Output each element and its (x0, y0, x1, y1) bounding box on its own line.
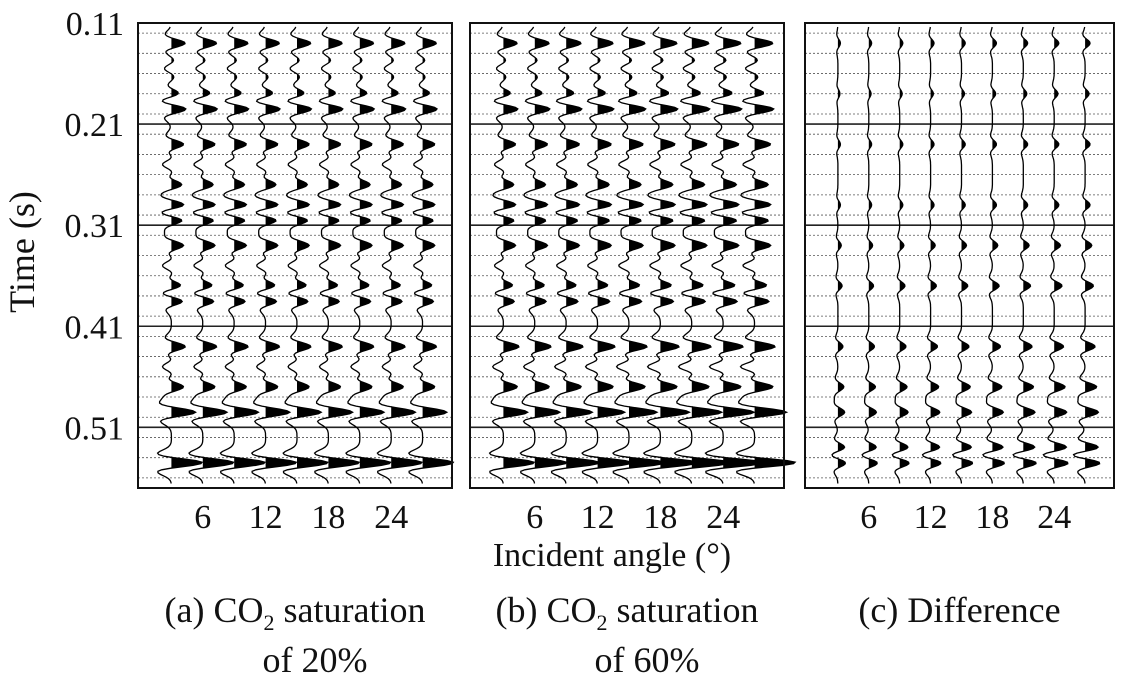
seismic-trace (982, 26, 1005, 484)
panel-caption-line2: of 60% (595, 640, 700, 680)
x-tick-label: 18 (643, 499, 677, 536)
seismic-trace (282, 26, 329, 484)
seismic-trace (951, 26, 974, 484)
seismic-trace (1012, 26, 1037, 484)
seismic-trace (673, 26, 732, 484)
seismic-trace (831, 26, 846, 484)
y-axis-label: Time (s) (2, 191, 42, 313)
x-tick-label: 24 (374, 499, 408, 536)
panel-b (469, 22, 797, 489)
x-tick-label: 24 (1037, 499, 1071, 536)
seismic-trace (519, 26, 568, 484)
seismic-trace (407, 26, 455, 484)
y-tick-label: 0.31 (65, 208, 125, 245)
caption-prefix: (a) CO (165, 590, 264, 630)
x-tick-label: 18 (311, 499, 345, 536)
seismic-trace (550, 26, 601, 484)
seismic-trace (891, 26, 910, 484)
y-tick-label: 0.41 (65, 309, 125, 346)
seismic-trace (488, 26, 536, 484)
seismic-trace (376, 26, 424, 484)
panel-caption-line2: of 20% (263, 640, 368, 680)
panel-a (137, 22, 455, 489)
panel-frame (137, 22, 453, 489)
seismic-trace (156, 26, 204, 484)
panel-caption: (c) Difference (858, 590, 1060, 630)
seismic-trace (735, 26, 797, 484)
y-tick-label: 0.11 (66, 6, 124, 43)
seismic-trace (345, 26, 392, 484)
seismic-trace (313, 26, 361, 484)
x-axis-label: Incident angle (°) (493, 537, 731, 574)
caption-suffix: saturation (275, 590, 426, 630)
seismic-trace (581, 26, 634, 484)
panel-caption: (b) CO2 saturation (496, 590, 759, 635)
panel-frame (804, 22, 1115, 489)
seismic-trace (861, 26, 878, 484)
panel-frame (469, 22, 785, 489)
seismic-trace (921, 26, 942, 484)
x-tick-label: 6 (860, 499, 877, 536)
seismic-trace (612, 26, 666, 484)
seismic-trace (188, 26, 235, 484)
seismic-trace (1042, 26, 1069, 484)
x-tick-label: 12 (914, 499, 948, 536)
x-tick-label: 12 (249, 499, 283, 536)
seismic-trace (250, 26, 298, 484)
x-tick-label: 24 (706, 499, 740, 536)
caption-subscript: 2 (264, 610, 275, 635)
x-tick-label: 6 (194, 499, 211, 536)
seismic-trace (219, 26, 267, 484)
y-tick-label: 0.51 (65, 410, 125, 447)
caption-prefix: (c) Difference (858, 590, 1060, 630)
x-tick-label: 18 (975, 499, 1009, 536)
panel-caption: (a) CO2 saturation (165, 590, 426, 635)
seismic-trace (704, 26, 764, 484)
x-tick-label: 12 (581, 499, 615, 536)
caption-subscript: 2 (597, 610, 608, 635)
caption-suffix: saturation (608, 590, 759, 630)
seismic-trace (1072, 26, 1101, 484)
caption-prefix: (b) CO (496, 590, 597, 630)
panel-c (804, 22, 1115, 489)
x-tick-label: 6 (526, 499, 543, 536)
seismic-trace (642, 26, 699, 484)
y-tick-label: 0.21 (65, 107, 125, 144)
